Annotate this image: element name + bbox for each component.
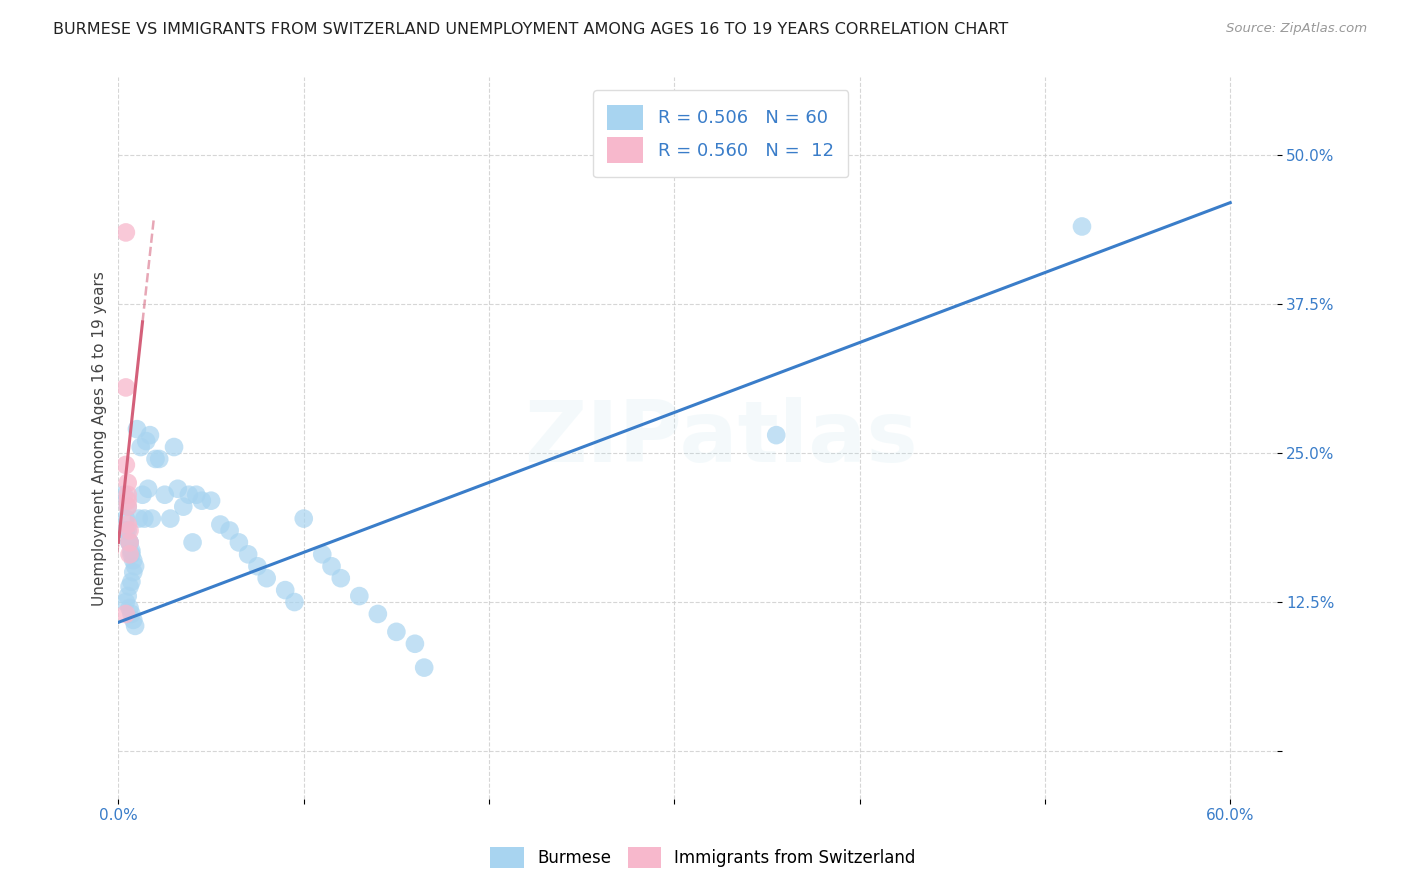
Point — [228, 535, 250, 549]
Point — [120, 607, 142, 621]
Point — [141, 511, 163, 525]
Point — [115, 226, 138, 240]
Point — [172, 500, 194, 514]
Y-axis label: Unemployment Among Ages 16 to 19 years: Unemployment Among Ages 16 to 19 years — [93, 270, 107, 606]
Point — [186, 488, 208, 502]
Point — [166, 482, 188, 496]
Point — [117, 517, 139, 532]
Point — [413, 660, 436, 674]
Point — [115, 380, 138, 394]
Point — [349, 589, 371, 603]
Point — [124, 559, 146, 574]
Point — [246, 559, 269, 574]
Point — [385, 624, 408, 639]
Point — [163, 440, 186, 454]
Point — [115, 595, 138, 609]
Point — [139, 428, 162, 442]
Text: ZIPatlas: ZIPatlas — [524, 397, 918, 480]
Point — [134, 511, 156, 525]
Point — [128, 511, 150, 525]
Point — [329, 571, 352, 585]
Point — [159, 511, 181, 525]
Point — [181, 535, 204, 549]
Point — [1071, 219, 1094, 234]
Point — [117, 524, 139, 538]
Point — [122, 613, 145, 627]
Point — [125, 422, 148, 436]
Point — [115, 511, 138, 525]
Point — [118, 547, 141, 561]
Point — [200, 493, 222, 508]
Point — [191, 493, 214, 508]
Point — [274, 583, 297, 598]
Point — [117, 475, 139, 490]
Point — [321, 559, 343, 574]
Point — [115, 458, 138, 472]
Point — [218, 524, 240, 538]
Point — [145, 452, 167, 467]
Legend: R = 0.506   N = 60, R = 0.560   N =  12: R = 0.506 N = 60, R = 0.560 N = 12 — [593, 90, 848, 178]
Point — [117, 488, 139, 502]
Point — [118, 535, 141, 549]
Point — [112, 488, 135, 502]
Point — [115, 607, 138, 621]
Point — [765, 428, 787, 442]
Point — [120, 547, 142, 561]
Point — [292, 511, 315, 525]
Point — [131, 488, 153, 502]
Point — [117, 500, 139, 514]
Point — [209, 517, 232, 532]
Point — [118, 524, 141, 538]
Point — [367, 607, 389, 621]
Point — [117, 500, 139, 514]
Point — [136, 482, 159, 496]
Point — [115, 524, 138, 538]
Point — [120, 543, 142, 558]
Point — [148, 452, 170, 467]
Text: Source: ZipAtlas.com: Source: ZipAtlas.com — [1226, 22, 1367, 36]
Point — [118, 535, 141, 549]
Point — [118, 601, 141, 615]
Point — [177, 488, 200, 502]
Point — [118, 535, 141, 549]
Point — [256, 571, 278, 585]
Point — [311, 547, 333, 561]
Point — [404, 637, 426, 651]
Point — [236, 547, 259, 561]
Point — [122, 566, 145, 580]
Point — [118, 580, 141, 594]
Point — [120, 574, 142, 589]
Point — [124, 619, 146, 633]
Legend: Burmese, Immigrants from Switzerland: Burmese, Immigrants from Switzerland — [484, 840, 922, 875]
Point — [117, 493, 139, 508]
Point — [117, 589, 139, 603]
Point — [283, 595, 305, 609]
Point — [129, 440, 152, 454]
Point — [135, 434, 157, 448]
Point — [122, 553, 145, 567]
Point — [153, 488, 176, 502]
Text: BURMESE VS IMMIGRANTS FROM SWITZERLAND UNEMPLOYMENT AMONG AGES 16 TO 19 YEARS CO: BURMESE VS IMMIGRANTS FROM SWITZERLAND U… — [53, 22, 1008, 37]
